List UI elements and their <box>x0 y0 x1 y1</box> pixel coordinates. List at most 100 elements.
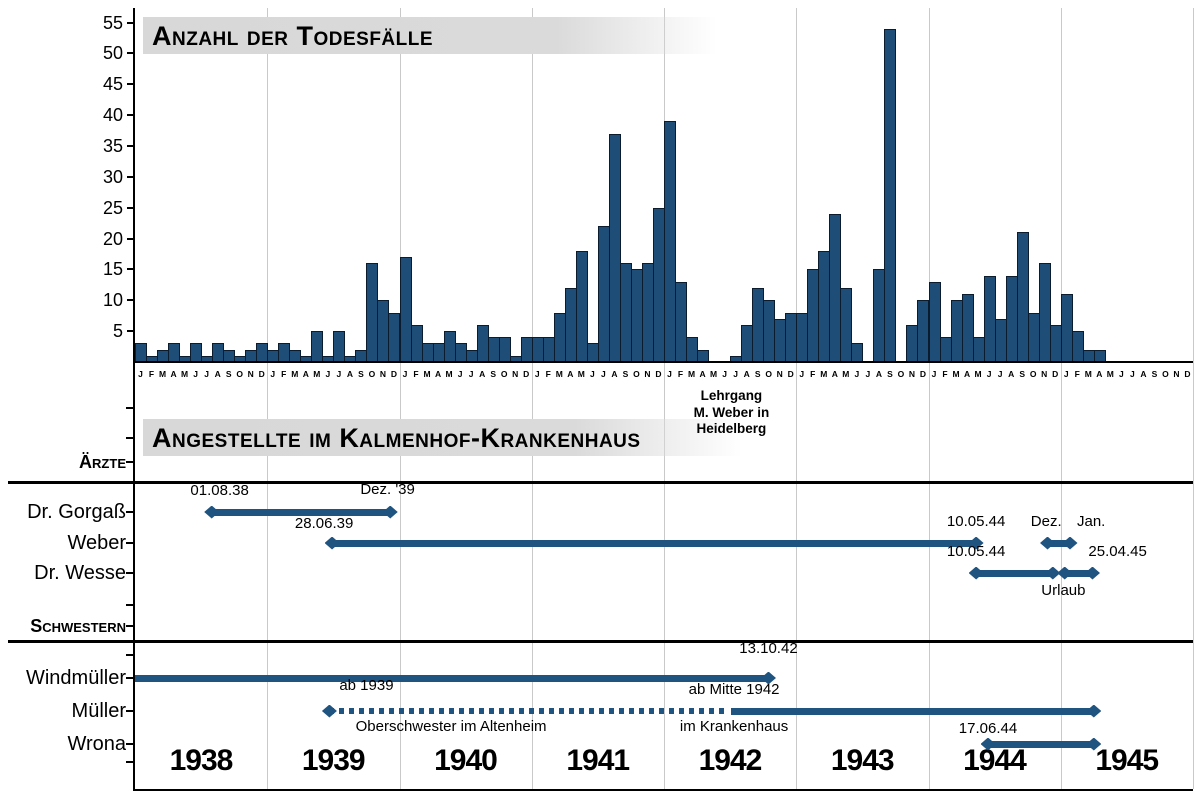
spine-tick <box>126 604 134 606</box>
x-axis-line <box>133 361 1193 363</box>
gantt-annotation: Dez. '39 <box>360 481 415 498</box>
lehrgang-annotation: Lehrgang M. Weber in Heidelberg <box>693 388 770 436</box>
spine-tick <box>126 743 134 745</box>
gantt-diamond <box>980 737 996 751</box>
deaths-bar <box>388 312 400 362</box>
gantt-diamond <box>1084 566 1100 580</box>
gantt-diamond <box>1040 536 1056 550</box>
gantt-title: Angestellte im Kalmenhof-Krankenhaus <box>152 422 641 453</box>
month-tick-label: M <box>952 369 960 379</box>
y-axis-tick <box>127 52 135 55</box>
month-tick-label: J <box>468 369 474 379</box>
year-axis-label: 1942 <box>698 744 763 777</box>
month-tick-label: J <box>402 369 408 379</box>
month-tick-label: N <box>1041 369 1048 379</box>
y-axis-label: 10 <box>102 290 123 311</box>
month-tick-label: A <box>699 369 706 379</box>
section-label-ärzte: Ärzte <box>79 452 126 472</box>
month-tick-label: J <box>270 369 276 379</box>
gantt-diamond <box>321 704 337 718</box>
y-axis-tick <box>127 237 135 240</box>
month-tick-label: O <box>500 369 508 379</box>
y-axis-tick <box>127 21 135 24</box>
month-tick-label: A <box>875 369 882 379</box>
month-tick-label: J <box>986 369 992 379</box>
gantt-diamond <box>1062 536 1078 550</box>
year-axis-label: 1944 <box>963 744 1027 777</box>
month-tick-label: A <box>567 369 574 379</box>
gantt-annotation: 13.10.42 <box>739 640 798 657</box>
gantt-diamond <box>1086 704 1102 718</box>
month-tick-label: J <box>799 369 805 379</box>
month-tick-label: J <box>667 369 672 379</box>
month-tick-label: M <box>423 369 431 379</box>
month-tick-label: F <box>810 369 816 379</box>
month-tick-label: J <box>336 369 342 379</box>
month-tick-label: N <box>379 369 387 379</box>
month-tick-label: S <box>1151 369 1158 379</box>
month-tick-label: A <box>302 369 309 379</box>
month-tick-label: D <box>1052 369 1059 379</box>
y-axis-tick <box>127 206 135 209</box>
year-gridline <box>399 8 401 789</box>
month-tick-label: F <box>413 369 419 379</box>
month-tick-label: J <box>534 369 540 379</box>
chart-title-banner: Anzahl der Todesfälle <box>143 17 717 54</box>
year-axis-label: 1938 <box>169 744 234 777</box>
month-tick-label: F <box>1074 369 1080 379</box>
spine-tick <box>126 572 134 574</box>
month-tick-label: S <box>887 369 893 379</box>
month-tick-label: N <box>776 369 783 379</box>
month-tick-label: F <box>148 369 155 379</box>
gantt-row-label-dr-wesse: Dr. Wesse <box>34 562 126 584</box>
gantt-annotation: 28.06.39 <box>294 515 354 532</box>
y-axis-label: 30 <box>102 166 123 187</box>
year-axis-label: 1943 <box>830 744 895 777</box>
y-axis-tick <box>127 330 135 333</box>
y-axis-label: 15 <box>102 259 123 280</box>
month-tick-label: J <box>733 369 738 379</box>
month-tick-label: N <box>644 369 651 379</box>
month-tick-label: A <box>831 369 838 379</box>
gantt-annotation: Urlaub <box>1041 582 1086 599</box>
month-tick-label: A <box>434 369 442 379</box>
y-axis-tick <box>127 268 135 271</box>
left-spine <box>133 8 135 791</box>
month-tick-label: S <box>225 369 232 379</box>
gantt-segment-m-ller <box>329 708 727 714</box>
month-tick-label: M <box>291 369 299 379</box>
year-gridline <box>796 8 798 789</box>
gantt-annotation: 10.05.44 <box>946 513 1006 530</box>
gantt-annotation: 25.04.45 <box>1088 543 1147 560</box>
section-divider <box>8 481 1193 484</box>
month-tick-label: N <box>1173 369 1180 379</box>
gantt-row-label-windm-ller: Windmüller <box>25 667 126 689</box>
gantt-segment-windm-ller <box>135 674 769 682</box>
month-tick-label: J <box>1130 369 1135 379</box>
month-tick-label: D <box>787 369 794 379</box>
month-tick-label: A <box>170 369 177 379</box>
gantt-diamond <box>760 671 776 685</box>
month-tick-label: A <box>1096 369 1103 379</box>
section-divider <box>8 640 1193 643</box>
month-tick-label: J <box>1063 369 1069 379</box>
gantt-diamond <box>1045 566 1061 580</box>
year-axis-label: 1940 <box>434 744 498 777</box>
year-axis-label: 1939 <box>301 744 366 777</box>
spine-tick <box>126 407 134 409</box>
deaths-bar <box>851 343 863 362</box>
spine-tick <box>126 437 134 439</box>
spine-tick <box>126 625 134 627</box>
y-axis-label: 5 <box>112 321 123 342</box>
month-tick-label: M <box>842 369 850 379</box>
y-axis-tick <box>127 299 135 302</box>
month-tick-label: M <box>313 369 321 379</box>
month-tick-label: M <box>1084 369 1092 379</box>
year-axis-label: 1941 <box>566 744 630 777</box>
month-tick-label: O <box>1162 369 1169 379</box>
month-tick-label: F <box>281 369 287 379</box>
month-tick-label: O <box>1029 369 1037 379</box>
gantt-annotation: Oberschwester im Altenheim <box>355 718 547 735</box>
gantt-annotation: 01.08.38 <box>190 482 249 499</box>
